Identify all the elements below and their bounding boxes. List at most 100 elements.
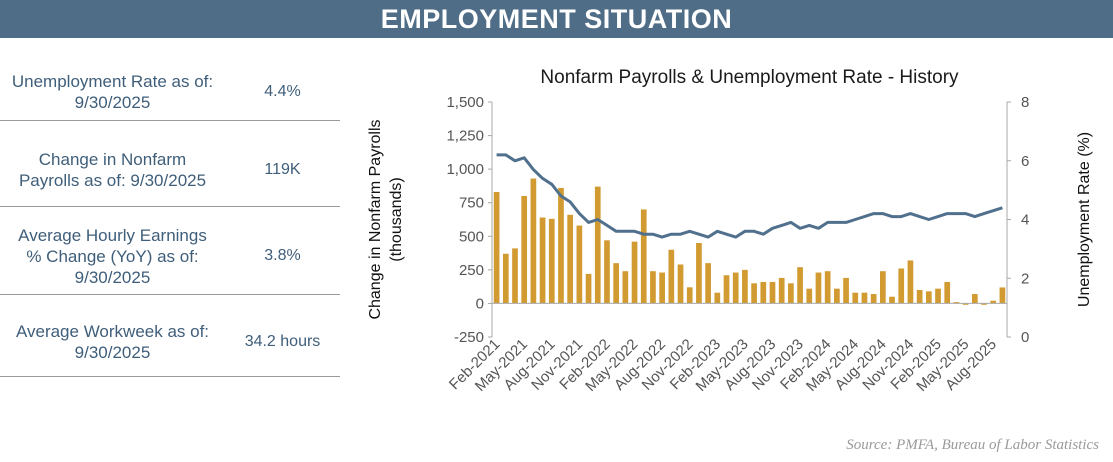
- stat-hourly-earnings: Average Hourly Earnings % Change (YoY) a…: [0, 220, 340, 292]
- stat-label-line: 9/30/2025: [74, 267, 151, 287]
- payroll-bar: [769, 281, 776, 304]
- divider: [0, 120, 340, 121]
- source-note: Source: PMFA, Bureau of Labor Statistics: [846, 437, 1099, 453]
- payroll-bar: [502, 253, 509, 304]
- chart-title: Nonfarm Payrolls & Unemployment Rate - H…: [540, 67, 959, 88]
- left-tick-label: -250: [454, 329, 484, 346]
- divider: [0, 206, 340, 207]
- payroll-bar: [604, 240, 610, 304]
- stat-label: Change in Nonfarm Payrolls as of: 9/30/2…: [0, 149, 225, 191]
- right-tick-label: 4: [1021, 212, 1029, 229]
- payroll-bar: [723, 275, 730, 304]
- payroll-bar: [668, 249, 675, 304]
- stat-label-line: Average Workweek as of:: [15, 322, 210, 341]
- payroll-bar: [806, 288, 813, 304]
- left-tick-label: 0: [476, 295, 484, 312]
- left-tick-label: 250: [459, 262, 484, 279]
- payroll-bar: [558, 187, 564, 304]
- payroll-bar: [576, 225, 583, 304]
- stat-label-line: Unemployment Rate as of:: [11, 72, 214, 91]
- unemployment-rate-line: [496, 153, 1003, 239]
- payroll-bar: [879, 271, 886, 304]
- payroll-bar: [631, 241, 638, 304]
- payroll-bar: [760, 281, 767, 304]
- payrolls-unemployment-chart: Nonfarm Payrolls & Unemployment Rate - H…: [367, 67, 1093, 395]
- left-axis-label: Change in Nonfarm Payrolls: [367, 119, 384, 319]
- payroll-bar: [925, 291, 932, 304]
- divider: [0, 376, 340, 377]
- payroll-bar: [594, 186, 601, 304]
- payroll-bar: [622, 271, 629, 304]
- payroll-bar: [548, 218, 555, 304]
- payroll-bar: [824, 271, 831, 304]
- divider: [0, 294, 340, 295]
- payroll-bar: [650, 271, 656, 304]
- stat-value: 4.4%: [264, 83, 301, 100]
- payroll-bar: [732, 272, 739, 304]
- payroll-bar: [935, 288, 941, 304]
- payroll-bar: [539, 217, 546, 304]
- stat-label: Average Hourly Earnings % Change (YoY) a…: [0, 225, 225, 288]
- stat-label-line: Payrolls as of: 9/30/2025: [18, 171, 207, 190]
- payroll-bar: [898, 268, 905, 304]
- payroll-bar: [944, 281, 951, 304]
- payroll-bar: [999, 287, 1006, 304]
- payroll-bar: [981, 303, 987, 305]
- payroll-bar: [521, 196, 528, 304]
- stat-label-line: 9/30/2025: [74, 93, 151, 112]
- payroll-bar: [714, 292, 721, 304]
- payroll-bar: [962, 303, 969, 305]
- payroll-bar: [659, 272, 665, 304]
- payroll-bar: [677, 264, 684, 304]
- payroll-bar: [889, 296, 895, 304]
- stat-label: Average Workweek as of: 9/30/2025: [0, 321, 225, 363]
- banner-title: EMPLOYMENT SITUATION: [380, 3, 733, 34]
- payroll-bar: [907, 260, 914, 304]
- right-axis-label: Unemployment Rate (%): [1076, 132, 1093, 307]
- stat-unemployment-rate: Unemployment Rate as of: 9/30/2025 4.4%: [0, 66, 340, 118]
- section-banner: EMPLOYMENT SITUATION: [0, 0, 1113, 38]
- stat-label: Unemployment Rate as of: 9/30/2025: [0, 71, 225, 113]
- payroll-bar: [530, 178, 537, 304]
- payroll-bar: [493, 191, 500, 304]
- stat-label-line: % Change (YoY) as of:: [26, 246, 199, 266]
- payroll-bar: [815, 272, 822, 304]
- right-tick-label: 6: [1021, 153, 1029, 170]
- payroll-bar: [834, 288, 840, 304]
- stat-value: 3.8%: [264, 247, 301, 264]
- stat-average-workweek: Average Workweek as of: 9/30/2025 34.2 h…: [0, 314, 340, 370]
- left-tick-label: 1,000: [446, 161, 484, 178]
- right-tick-label: 0: [1021, 329, 1029, 346]
- payroll-bar: [686, 287, 693, 304]
- payroll-bar: [705, 263, 711, 304]
- payroll-bar: [778, 277, 785, 304]
- payroll-bar: [916, 290, 923, 304]
- payroll-bar: [861, 292, 868, 304]
- payroll-bar: [797, 267, 803, 304]
- stat-label-line: Average Hourly Earnings: [18, 225, 207, 245]
- payroll-bar: [512, 248, 518, 304]
- payroll-bar: [971, 294, 978, 304]
- right-tick-label: 8: [1021, 94, 1029, 111]
- left-axis-label: (thousands): [388, 177, 405, 262]
- stat-value: 119K: [264, 161, 301, 178]
- payroll-bar: [870, 294, 877, 304]
- stat-value: 34.2 hours: [244, 333, 321, 350]
- payroll-bar: [640, 209, 647, 304]
- stat-label-line: 9/30/2025: [74, 343, 151, 362]
- left-tick-label: 500: [459, 228, 484, 245]
- stat-label-line: Change in Nonfarm: [38, 150, 187, 169]
- payroll-bar: [613, 263, 620, 304]
- stat-nonfarm-payrolls: Change in Nonfarm Payrolls as of: 9/30/2…: [0, 142, 340, 198]
- payroll-bar: [696, 243, 702, 304]
- payroll-bar: [852, 292, 859, 304]
- payroll-bar: [990, 300, 997, 304]
- payroll-bar: [843, 277, 849, 304]
- right-tick-label: 2: [1021, 270, 1029, 287]
- left-tick-label: 1,250: [446, 128, 484, 145]
- payroll-bar: [585, 273, 592, 304]
- left-tick-label: 1,500: [446, 94, 484, 111]
- payroll-bar: [567, 214, 574, 304]
- payroll-bar: [751, 283, 757, 304]
- payroll-bar: [788, 283, 794, 304]
